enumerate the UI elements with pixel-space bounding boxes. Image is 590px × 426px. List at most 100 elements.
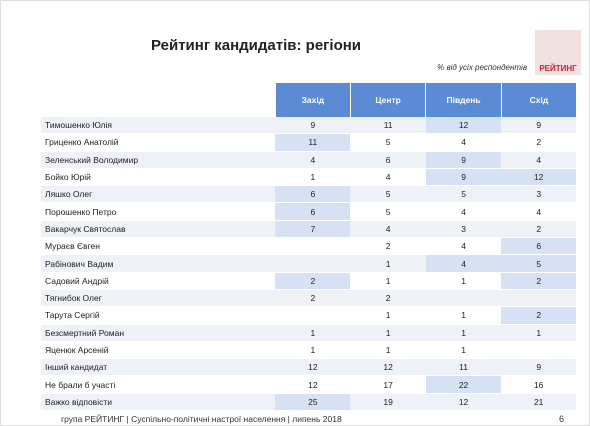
cell-value: 4 xyxy=(350,220,426,239)
cell-value: 12 xyxy=(350,358,426,377)
cell-value: 9 xyxy=(275,117,351,135)
row-label: Тягнибок Олег xyxy=(41,289,276,308)
cell-value: 12 xyxy=(425,393,502,412)
cell-value: 11 xyxy=(275,133,351,152)
cell-value: 22 xyxy=(425,375,502,394)
cell-value: 4 xyxy=(425,254,502,273)
cell-value: 5 xyxy=(350,185,426,204)
cell-value: 4 xyxy=(501,202,576,221)
cell-value: 11 xyxy=(425,358,502,377)
table-row: Важко відповісти 25 19 12 21 xyxy=(41,393,576,412)
cell-value: 9 xyxy=(501,358,576,377)
corner xyxy=(41,83,275,117)
cell-value: 16 xyxy=(501,375,576,394)
cell-value: 1 xyxy=(425,324,502,342)
cell-value: 9 xyxy=(501,117,576,135)
cell-value: 5 xyxy=(425,185,502,204)
table-row: Зеленський Володимир 4 6 9 4 xyxy=(41,151,576,169)
cell-value: 12 xyxy=(275,375,351,394)
cell-value: 5 xyxy=(501,254,576,273)
cell-value: 1 xyxy=(350,324,426,342)
cell-value: 6 xyxy=(350,151,426,169)
cell-value: 11 xyxy=(350,117,426,135)
table-row: Вакарчук Святослав 7 4 3 2 xyxy=(41,220,576,239)
row-label: Ляшко Олег xyxy=(41,185,276,204)
row-label: Яценюк Арсеній xyxy=(41,341,276,360)
row-label: Тарута Сергій xyxy=(41,306,276,325)
cell-value: 2 xyxy=(501,133,576,152)
table-row: Яценюк Арсеній 1 1 1 xyxy=(41,341,576,360)
cell-value: 5 xyxy=(350,202,426,221)
cell-value: 4 xyxy=(425,237,502,256)
cell-value: 25 xyxy=(275,393,351,412)
row-label: Рабінович Вадим xyxy=(41,254,276,273)
cell-value: 4 xyxy=(425,202,502,221)
row-label: Інший кандидат xyxy=(41,358,276,377)
table-row: Інший кандидат 12 12 11 9 xyxy=(41,358,576,377)
table-row: Бойко Юрій 1 4 9 12 xyxy=(41,168,576,187)
row-label: Садовий Андрій xyxy=(41,272,276,290)
cell-value: 1 xyxy=(425,306,502,325)
cell-value: 12 xyxy=(501,168,576,187)
subtitle: % від усіх респондентів xyxy=(437,63,527,72)
cell-value: 3 xyxy=(501,185,576,204)
cell-value: 2 xyxy=(350,289,426,308)
cell-value: 2 xyxy=(501,306,576,325)
row-label: Мураєв Євген xyxy=(41,237,276,256)
cell-value: 2 xyxy=(501,272,576,290)
cell-value xyxy=(501,341,576,360)
cell-value: 6 xyxy=(275,202,351,221)
logo: РЕЙТИНГ xyxy=(535,30,581,75)
cell-value: 12 xyxy=(425,117,502,135)
row-label: Не брали б участі xyxy=(41,375,276,394)
column-header: Південь xyxy=(425,83,502,117)
cell-value: 1 xyxy=(350,254,426,273)
title: Рейтинг кандидатів: регіони xyxy=(151,37,362,54)
cell-value xyxy=(275,254,351,273)
cell-value: 9 xyxy=(425,151,502,169)
cell-value: 4 xyxy=(275,151,351,169)
cell-value: 1 xyxy=(275,341,351,360)
table-row: Рабінович Вадим 1 4 5 xyxy=(41,254,576,273)
cell-value: 6 xyxy=(275,185,351,204)
cell-value xyxy=(275,306,351,325)
cell-value: 4 xyxy=(425,133,502,152)
cell-value: 2 xyxy=(350,237,426,256)
table-row: Безсмертний Роман 1 1 1 1 xyxy=(41,324,576,342)
cell-value xyxy=(501,289,576,308)
column-header: Захід xyxy=(274,83,351,117)
row-label: Гриценко Анатолій xyxy=(41,133,276,152)
row-label: Безсмертний Роман xyxy=(41,324,276,342)
column-header: Схід xyxy=(500,83,576,117)
cell-value: 17 xyxy=(350,375,426,394)
cell-value: 19 xyxy=(350,393,426,412)
table-row: Не брали б участі 12 17 22 16 xyxy=(41,375,576,394)
table-row: Порошенко Петро 6 5 4 4 xyxy=(41,202,576,221)
cell-value: 2 xyxy=(275,289,351,308)
cell-value: 1 xyxy=(350,341,426,360)
cell-value: 3 xyxy=(425,220,502,239)
row-label: Зеленський Володимир xyxy=(41,151,276,169)
row-label: Порошенко Петро xyxy=(41,202,276,221)
cell-value: 9 xyxy=(425,168,502,187)
cell-value: 1 xyxy=(425,272,502,290)
cell-value: 2 xyxy=(501,220,576,239)
footer: група РЕЙТИНГ | Суспільно-політичні наст… xyxy=(61,414,342,424)
cell-value: 1 xyxy=(425,341,502,360)
cell-value: 4 xyxy=(501,151,576,169)
cell-value: 12 xyxy=(275,358,351,377)
cell-value: 5 xyxy=(350,133,426,152)
table: Захід Центр Південь Схід Тимошенко Юлія 9 11 12… xyxy=(41,83,576,412)
table-row: Тарута Сергій 1 1 2 xyxy=(41,306,576,325)
logo-text: РЕЙТИНГ xyxy=(539,64,577,73)
table-row: Садовий Андрій 2 1 1 2 xyxy=(41,272,576,290)
cell-value xyxy=(425,289,502,308)
row-label: Важко відповісти xyxy=(41,393,276,412)
cell-value: 1 xyxy=(350,306,426,325)
cell-value: 2 xyxy=(275,272,351,290)
column-header: Центр xyxy=(349,83,426,117)
cell-value: 1 xyxy=(350,272,426,290)
page-number: 6 xyxy=(559,414,565,424)
row-label: Тимошенко Юлія xyxy=(41,117,276,135)
